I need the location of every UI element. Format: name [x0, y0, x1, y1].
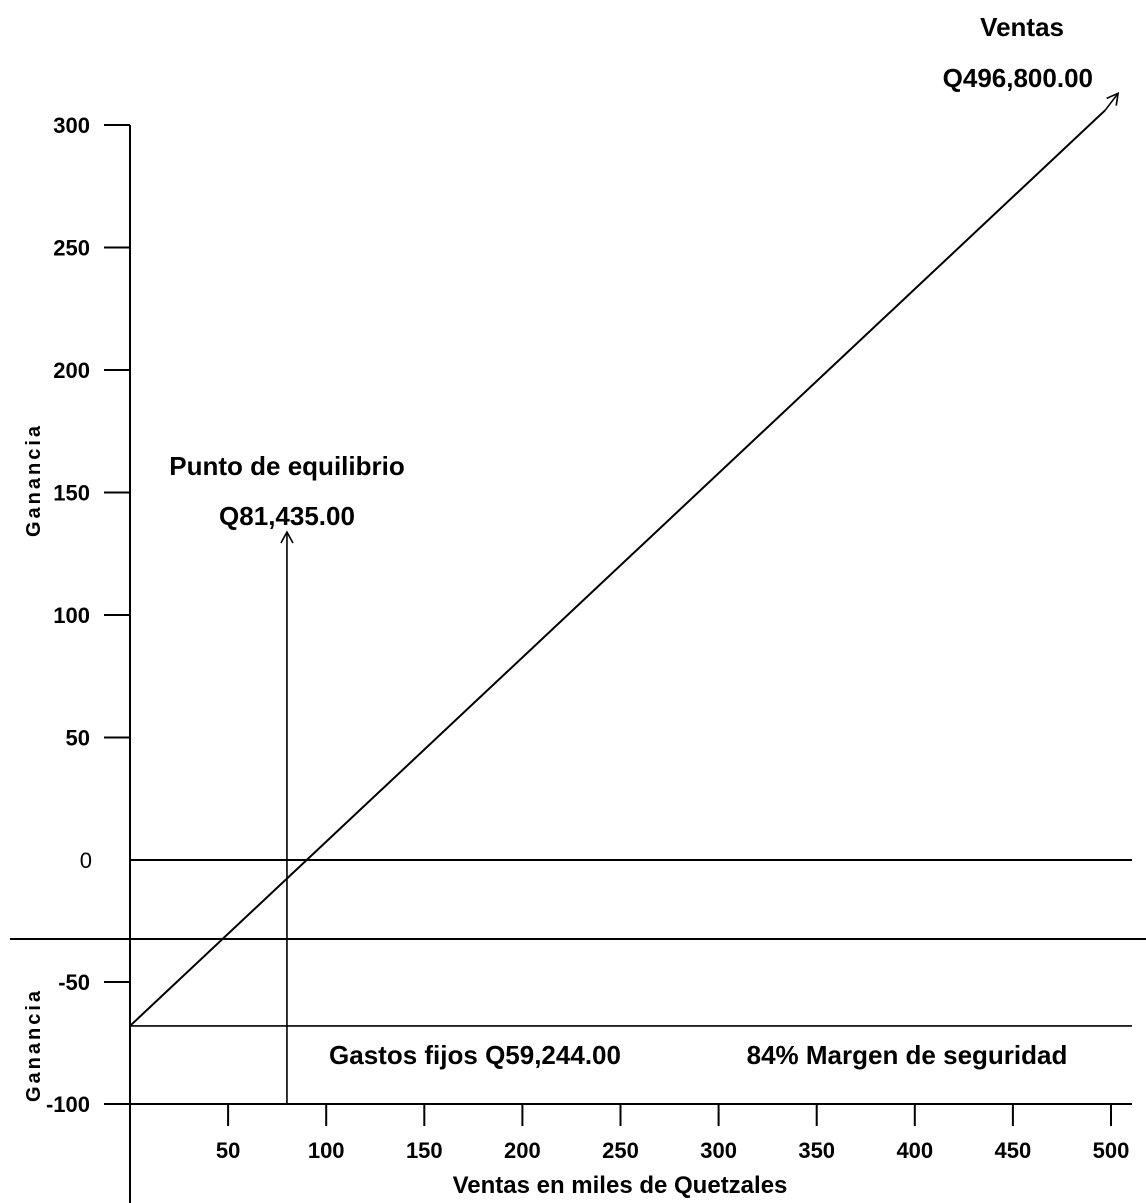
x-tick-label: 250 — [602, 1138, 639, 1163]
y-axis-title-lower: Ganancia — [23, 988, 45, 1102]
ventas-label: Ventas — [980, 12, 1064, 42]
x-tick-label: 100 — [308, 1138, 345, 1163]
x-tick-label: 350 — [798, 1138, 835, 1163]
y-tick-label: 150 — [53, 481, 90, 506]
y-tick-label: 200 — [53, 358, 90, 383]
y-tick-label: 300 — [53, 113, 90, 138]
y-axis-title-upper: Ganancia — [23, 423, 45, 537]
breakeven-value: Q81,435.00 — [219, 501, 355, 531]
x-ticks: 50 100 150 200 250 300 350 400 450 500 — [216, 1104, 1130, 1163]
x-tick-label: 150 — [406, 1138, 443, 1163]
safety-margin-label: 84% Margen de seguridad — [747, 1040, 1068, 1070]
x-tick-label: 300 — [700, 1138, 737, 1163]
x-tick-label: 400 — [896, 1138, 933, 1163]
y-ticks: 300 250 200 150 100 50 0 -50 -100 — [46, 113, 130, 1117]
y-tick-label: -100 — [46, 1092, 90, 1117]
x-tick-label: 50 — [216, 1138, 240, 1163]
y-tick-label: 50 — [66, 726, 90, 751]
sales-profit-line — [129, 109, 1106, 1027]
breakeven-label: Punto de equilibrio — [169, 451, 404, 481]
x-tick-label: 200 — [504, 1138, 541, 1163]
x-axis-title: Ventas en miles de Quetzales — [453, 1172, 788, 1199]
sales-arrow-icon — [1104, 91, 1120, 111]
fixed-costs-label: Gastos fijos Q59,244.00 — [329, 1040, 621, 1070]
y-tick-label: 0 — [80, 848, 92, 873]
ventas-value: Q496,800.00 — [943, 63, 1093, 93]
y-tick-label: -50 — [58, 970, 90, 995]
x-tick-label: 500 — [1093, 1138, 1130, 1163]
y-tick-label: 250 — [53, 236, 90, 261]
x-tick-label: 450 — [995, 1138, 1032, 1163]
y-tick-label: 100 — [53, 603, 90, 628]
